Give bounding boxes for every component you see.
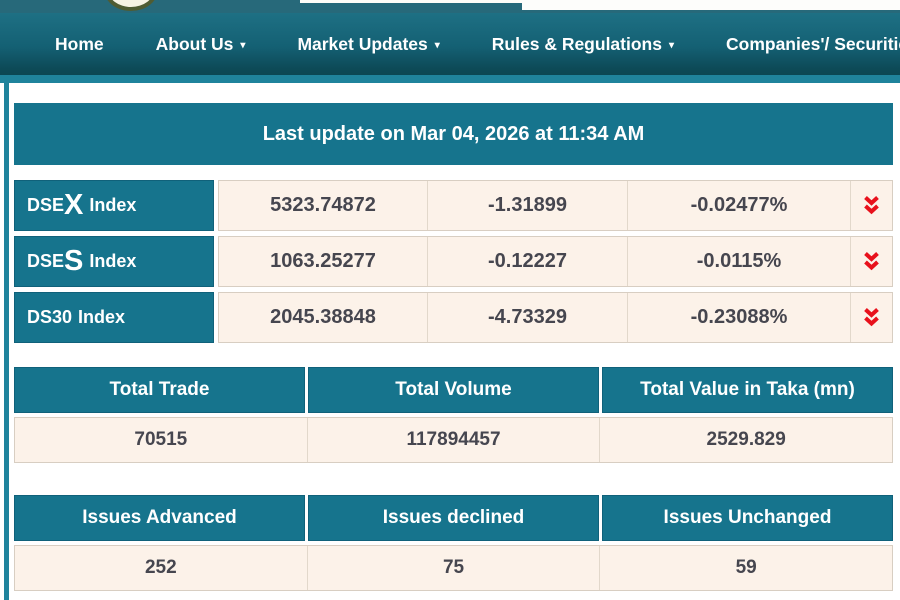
totals-value-row: 70515 117894457 2529.829 bbox=[14, 417, 893, 463]
top-strip bbox=[0, 0, 900, 13]
index-values: 5323.74872 -1.31899 -0.02477% bbox=[218, 180, 893, 231]
index-change-pct: -0.23088% bbox=[627, 293, 850, 342]
nav-label: Home bbox=[55, 33, 104, 54]
expand-index-button[interactable] bbox=[850, 181, 892, 230]
double-chevron-down-icon bbox=[864, 196, 879, 215]
issues-unchanged-value: 59 bbox=[599, 546, 892, 590]
column-header: Issues Advanced bbox=[14, 495, 305, 541]
column-header: Total Value in Taka (mn) bbox=[602, 367, 893, 413]
last-update-text: Last update on Mar 04, 2026 at 11:34 AM bbox=[262, 122, 645, 145]
nav-label: Companies'/ Securities bbox=[726, 33, 900, 54]
column-header: Total Volume bbox=[308, 367, 599, 413]
top-white-line bbox=[300, 0, 525, 3]
total-volume-value: 117894457 bbox=[306, 418, 600, 462]
chevron-down-icon: ▾ bbox=[668, 40, 674, 51]
column-header: Issues declined bbox=[308, 495, 599, 541]
issues-table: Issues Advanced Issues declined Issues U… bbox=[14, 495, 893, 591]
nav-list: Home About Us ▾ Market Updates ▾ Rules &… bbox=[0, 13, 900, 75]
total-value-taka: 2529.829 bbox=[599, 418, 892, 462]
nav-item-home[interactable]: Home bbox=[55, 34, 104, 55]
index-name-big: X bbox=[64, 189, 84, 222]
nav-label: Market Updates bbox=[297, 33, 428, 54]
chevron-down-icon: ▾ bbox=[240, 40, 246, 51]
nav-item-about-us[interactable]: About Us ▾ bbox=[156, 34, 246, 55]
index-change-pct: -0.02477% bbox=[627, 181, 850, 230]
total-trade-value: 70515 bbox=[134, 429, 188, 450]
nav-label: About Us bbox=[155, 33, 234, 54]
nav-bottom-accent bbox=[0, 75, 900, 83]
totals-table: Total Trade Total Volume Total Value in … bbox=[14, 367, 893, 463]
dse-logo bbox=[104, 0, 158, 11]
index-name: DSE bbox=[27, 251, 65, 271]
index-value: 1063.25277 bbox=[270, 250, 376, 272]
last-update-banner: Last update on Mar 04, 2026 at 11:34 AM bbox=[14, 103, 893, 165]
index-values: 2045.38848 -4.73329 -0.23088% bbox=[218, 292, 893, 343]
index-name: DS30 bbox=[27, 307, 73, 327]
expand-index-button[interactable] bbox=[850, 237, 892, 286]
issues-declined-value: 75 bbox=[306, 546, 600, 590]
index-change: -0.12227 bbox=[427, 237, 627, 286]
chevron-down-icon: ▾ bbox=[434, 40, 440, 51]
index-label: DS30 Index bbox=[14, 292, 214, 343]
top-white-block bbox=[522, 0, 900, 10]
index-value: 2045.38848 bbox=[270, 306, 376, 328]
index-value: 5323.74872 bbox=[270, 194, 376, 216]
column-header: Issues Unchanged bbox=[602, 495, 893, 541]
index-change-pct: -0.0115% bbox=[627, 237, 850, 286]
expand-index-button[interactable] bbox=[850, 293, 892, 342]
index-label: DSE X Index bbox=[14, 180, 214, 231]
nav-item-rules-regulations[interactable]: Rules & Regulations ▾ bbox=[492, 34, 674, 55]
page-left-border bbox=[4, 83, 9, 600]
main-navbar: Home About Us ▾ Market Updates ▾ Rules &… bbox=[0, 13, 900, 75]
totals-header-row: Total Trade Total Volume Total Value in … bbox=[14, 367, 893, 413]
index-suffix: Index bbox=[78, 307, 126, 327]
index-values: 1063.25277 -0.12227 -0.0115% bbox=[218, 236, 893, 287]
issues-value-row: 252 75 59 bbox=[14, 545, 893, 591]
issues-header-row: Issues Advanced Issues declined Issues U… bbox=[14, 495, 893, 541]
index-change: -1.31899 bbox=[427, 181, 627, 230]
index-suffix: Index bbox=[89, 251, 137, 271]
index-suffix: Index bbox=[89, 195, 137, 215]
index-row-dses: DSE S Index 1063.25277 -0.12227 -0.0115% bbox=[14, 236, 893, 287]
double-chevron-down-icon bbox=[864, 308, 879, 327]
main-content: Last update on Mar 04, 2026 at 11:34 AM … bbox=[14, 103, 893, 591]
column-header: Total Trade bbox=[14, 367, 305, 413]
nav-label: Rules & Regulations bbox=[491, 33, 662, 54]
index-name: DSE bbox=[27, 195, 65, 215]
index-change: -4.73329 bbox=[427, 293, 627, 342]
issues-advanced-value: 252 bbox=[144, 557, 177, 578]
index-row-ds30: DS30 Index 2045.38848 -4.73329 -0.23088% bbox=[14, 292, 893, 343]
nav-item-market-updates[interactable]: Market Updates ▾ bbox=[297, 34, 439, 55]
nav-item-companies-securities[interactable]: Companies'/ Securities bbox=[726, 34, 900, 55]
index-label: DSE S Index bbox=[14, 236, 214, 287]
index-name-big: S bbox=[64, 245, 84, 278]
index-row-dsex: DSE X Index 5323.74872 -1.31899 -0.02477% bbox=[14, 180, 893, 231]
double-chevron-down-icon bbox=[864, 252, 879, 271]
